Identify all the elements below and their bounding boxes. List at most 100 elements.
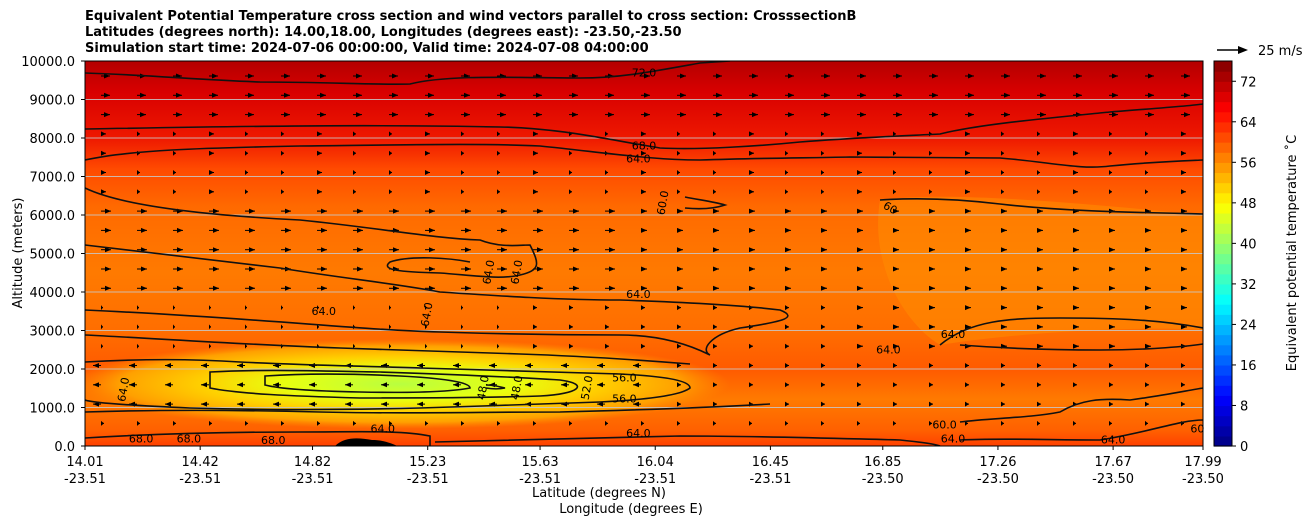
wind-vector (353, 208, 363, 214)
wind-vector (965, 363, 969, 368)
wind-vector (137, 285, 147, 291)
title-line-1: Equivalent Potential Temperature cross s… (85, 9, 857, 24)
wind-vector (1001, 92, 1010, 98)
wind-vector (605, 343, 609, 349)
wind-vector (569, 343, 573, 349)
wind-vector (641, 150, 646, 156)
wind-vector (929, 343, 935, 349)
wind-vector (137, 92, 146, 98)
wind-vector (497, 324, 499, 330)
wind-vector (569, 189, 572, 195)
wind-vector (1181, 401, 1185, 407)
wind-vector (965, 401, 969, 407)
wind-vector (569, 266, 579, 272)
wind-vector (497, 189, 500, 195)
contour-60-br (959, 387, 1203, 423)
wind-vector (1037, 247, 1043, 253)
wind-vector (821, 382, 825, 388)
x-tick-label-lon: -23.50 (862, 472, 904, 487)
wind-vector (137, 420, 140, 426)
wind-vector (893, 73, 902, 79)
wind-vector (821, 112, 830, 118)
wind-vector (633, 382, 641, 388)
wind-vector (597, 401, 605, 407)
wind-vector (893, 92, 902, 98)
wind-vector (569, 247, 579, 253)
wind-vector (929, 285, 935, 291)
wind-vector (389, 189, 392, 195)
wind-vector (461, 324, 463, 330)
wind-vector (641, 112, 650, 118)
contour-56-outer (85, 358, 691, 411)
wind-vector (929, 170, 932, 175)
y-tick-label: 4000.0 (30, 286, 76, 301)
wind-vector (785, 401, 789, 407)
y-tick-label: 7000.0 (30, 171, 76, 186)
wind-vector (965, 324, 971, 330)
wind-vector (381, 382, 389, 388)
wind-vector (317, 266, 327, 272)
wind-vector (209, 92, 218, 98)
wind-vector (713, 382, 717, 388)
wind-vector (749, 420, 752, 426)
colorbar-level (1214, 152, 1232, 163)
wind-vector (1073, 343, 1079, 349)
wind-vector (893, 401, 897, 407)
wind-vector (633, 401, 641, 407)
wind-vector (785, 247, 791, 253)
wind-vector (677, 247, 683, 253)
wind-vector (929, 208, 935, 214)
wind-vector (317, 227, 327, 233)
wind-vector (641, 324, 645, 330)
y-axis: 0.0 1000.0 2000.0 3000.0 4000.0 5000.0 6000.0 7… (21, 55, 85, 455)
colorbar-tick-label: 16 (1240, 359, 1257, 374)
wind-vector (821, 266, 827, 272)
wind-vector (749, 343, 753, 349)
wind-vector (201, 382, 209, 388)
colorbar-level (1214, 61, 1232, 72)
wind-vector (1037, 170, 1040, 175)
wind-vector (749, 150, 754, 156)
wind-vector (497, 227, 507, 233)
wind-vector (1037, 401, 1041, 407)
contour-48 (264, 373, 471, 394)
wind-vector (1109, 112, 1118, 118)
wind-vector (1073, 92, 1082, 98)
contour-64-mid (85, 244, 789, 356)
wind-vector (173, 227, 183, 233)
colorbar-level (1214, 425, 1232, 437)
title-line-2: Latitudes (degrees north): 14.00,18.00, … (85, 25, 682, 40)
wind-vector (273, 382, 281, 388)
wind-vector (785, 420, 788, 426)
wind-vector (533, 343, 537, 349)
wind-vector (857, 420, 860, 426)
wind-vector (1073, 285, 1079, 291)
wind-vector (1001, 247, 1007, 253)
wind-vector (281, 112, 290, 118)
wind-vector (137, 170, 140, 175)
wind-vector (1001, 266, 1007, 272)
wind-vector (317, 305, 319, 311)
colorbar-level (1214, 162, 1232, 174)
contour-60-right (879, 198, 1203, 215)
wind-vector (1037, 189, 1040, 195)
wind-vector (201, 401, 209, 407)
wind-vector (929, 266, 935, 272)
wind-vector (605, 324, 609, 330)
wind-vector (353, 227, 363, 233)
colorbar-tick-label: 72 (1240, 75, 1257, 90)
wind-vector (281, 131, 284, 137)
contour-label: 64.0 (626, 152, 651, 165)
wind-vector (893, 324, 899, 330)
wind-vector (857, 112, 866, 118)
wind-vector (965, 112, 974, 118)
wind-vector (641, 92, 650, 98)
wind-vector (929, 150, 932, 156)
wind-vector (497, 150, 500, 156)
wind-vector (389, 343, 391, 349)
wind-vector (965, 285, 971, 291)
wind-vector (317, 285, 327, 291)
wind-vector (245, 266, 255, 272)
wind-vector (173, 112, 182, 118)
wind-vector (317, 420, 320, 426)
